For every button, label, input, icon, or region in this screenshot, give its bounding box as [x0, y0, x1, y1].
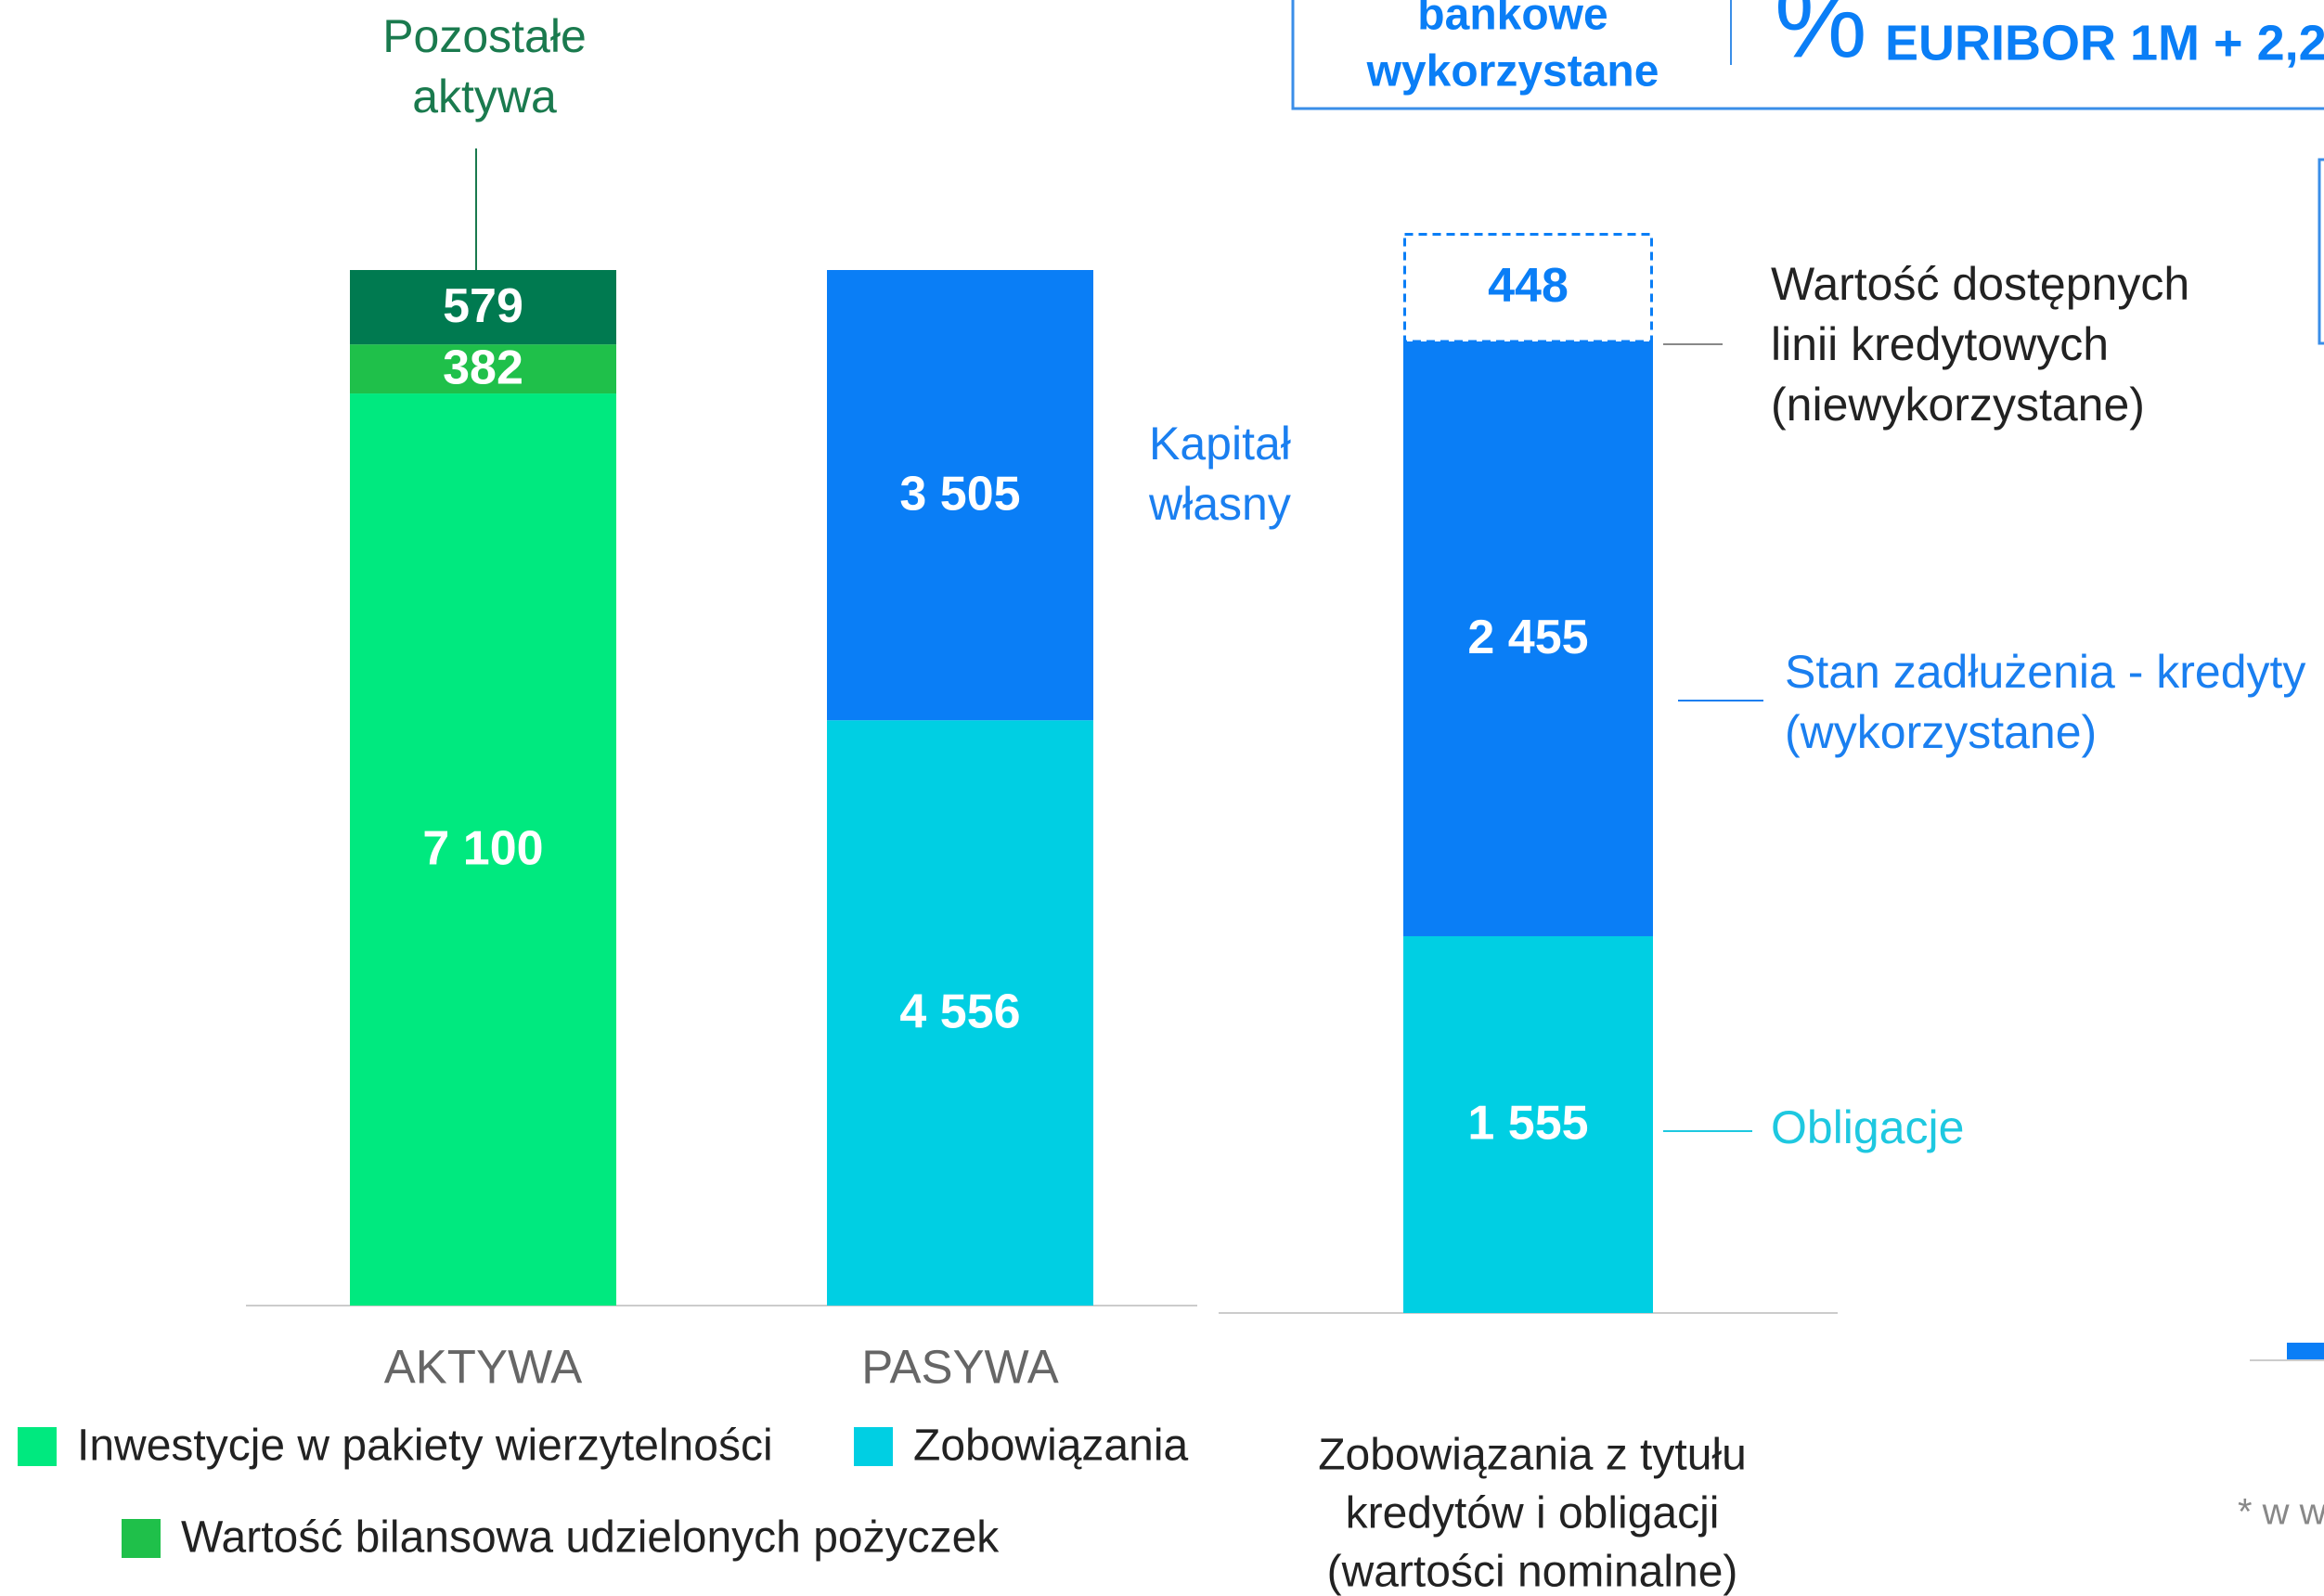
series-annotation: Kapitał	[1149, 418, 1291, 470]
data-label: 2 455	[1467, 611, 1588, 664]
cropped-bar	[2287, 1343, 2324, 1360]
percent-icon: %	[1775, 0, 1867, 80]
footnote: * w w	[2238, 1492, 2324, 1533]
series-annotation: (wykorzystane)	[1785, 706, 2097, 758]
bar-segment	[350, 270, 616, 345]
data-label: 1 555	[1467, 1097, 1588, 1151]
legend-label: Zobowiązania	[913, 1422, 1188, 1471]
series-annotation: własny	[1148, 478, 1291, 530]
series-annotation: Stan zadłużenia - kredyty	[1785, 646, 2305, 698]
data-label: 579	[443, 279, 523, 333]
series-annotation: Obligacje	[1771, 1101, 1964, 1153]
bar-segment	[1403, 233, 1653, 343]
side-box	[2318, 158, 2324, 345]
data-label: 382	[443, 341, 523, 394]
x-axis-label: Zobowiązania z tytułu	[1318, 1431, 1747, 1480]
legend-swatch	[854, 1427, 893, 1466]
bar-segment	[1403, 935, 1653, 1313]
series-annotation: (niewykorzystane)	[1771, 379, 2145, 431]
x-tick-label: AKTYWA	[384, 1340, 582, 1393]
bar-segment	[827, 720, 1093, 1306]
data-label: 3 505	[899, 467, 1020, 521]
rate-box	[1291, 0, 2324, 110]
data-label: 7 100	[422, 821, 543, 875]
bar-segment	[1403, 341, 1653, 936]
legend-label: Inwestycje w pakiety wierzytelności	[77, 1422, 773, 1471]
box-text: bankowe	[1417, 0, 1607, 40]
legend-swatch	[122, 1519, 161, 1558]
data-label: 4 556	[899, 985, 1020, 1038]
x-tick-label: PASYWA	[861, 1340, 1059, 1393]
series-annotation: aktywa	[412, 71, 557, 122]
box-text: wykorzystane	[1366, 47, 1659, 97]
x-axis-label: (wartości nominalne)	[1327, 1548, 1738, 1596]
bar-segment	[350, 393, 616, 1306]
series-annotation: Pozostałe	[382, 10, 587, 62]
x-axis-label: kredytów i obligacji	[1346, 1489, 1720, 1538]
legend-label: Wartość bilansowa udzielonych pożyczek	[181, 1513, 1000, 1563]
bar-segment	[350, 344, 616, 394]
bar-segment	[827, 270, 1093, 721]
legend-swatch	[18, 1427, 57, 1466]
data-label: 448	[1488, 259, 1569, 313]
rate-text: EURIBOR 1M + 2,2-	[1885, 15, 2324, 71]
series-annotation: linii kredytowych	[1771, 318, 2109, 370]
series-annotation: Wartość dostępnych	[1771, 258, 2189, 310]
